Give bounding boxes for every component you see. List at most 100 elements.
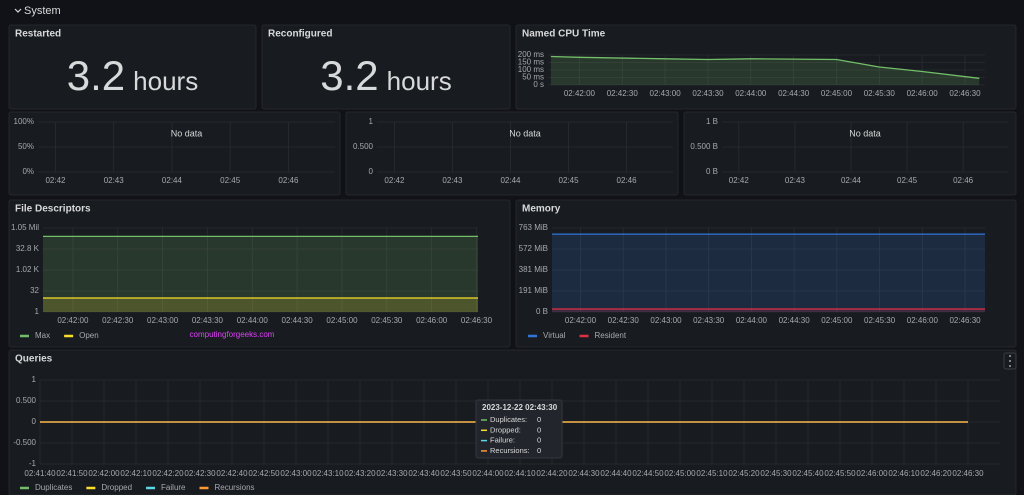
x-tick-label: 02:43:30 xyxy=(692,89,724,98)
legend-label[interactable]: Open xyxy=(79,331,99,340)
x-tick-label: 02:42:50 xyxy=(248,469,280,478)
y-tick-label: 1 xyxy=(32,375,37,384)
x-tick-label: 02:45 xyxy=(220,176,241,185)
x-tick-label: 02:46:00 xyxy=(416,316,448,325)
legend-label[interactable]: Virtual xyxy=(543,331,566,340)
x-tick-label: 02:44:30 xyxy=(779,316,811,325)
x-tick-label: 02:43 xyxy=(104,176,125,185)
y-tick-label: 0 B xyxy=(536,307,548,316)
x-tick-label: 02:42:40 xyxy=(216,469,248,478)
x-tick-label: 02:44 xyxy=(500,176,521,185)
x-tick-label: 02:44:50 xyxy=(632,469,664,478)
x-tick-label: 02:46 xyxy=(278,176,299,185)
x-tick-label: 02:45:20 xyxy=(728,469,760,478)
panel xyxy=(8,24,257,110)
y-tick-label: 0 s xyxy=(533,80,544,89)
panel-title: Named CPU Time xyxy=(522,29,606,40)
x-tick-label: 02:42:30 xyxy=(607,89,639,98)
x-tick-label: 02:43 xyxy=(442,176,463,185)
panel xyxy=(683,111,1017,196)
legend-label[interactable]: Resident xyxy=(595,331,627,340)
x-tick-label: 02:45:30 xyxy=(760,469,792,478)
y-tick-label: -1 xyxy=(29,459,37,468)
x-tick-label: 02:43:10 xyxy=(312,469,344,478)
x-tick-label: 02:45:50 xyxy=(824,469,856,478)
tooltip-value: 0 xyxy=(537,415,541,424)
x-tick-label: 02:45:10 xyxy=(696,469,728,478)
x-tick-label: 02:43 xyxy=(785,176,806,185)
menu-dot[interactable] xyxy=(1009,355,1011,357)
x-tick-label: 02:43:20 xyxy=(344,469,376,478)
x-tick-label: 02:44:00 xyxy=(237,316,269,325)
x-tick-label: 02:42 xyxy=(384,176,405,185)
x-tick-label: 02:44:10 xyxy=(504,469,536,478)
x-tick-label: 02:46:30 xyxy=(949,89,981,98)
stat-unit: hours xyxy=(387,66,452,96)
stat-number: 3.2 xyxy=(67,52,125,99)
y-tick-label: 1.05 Mil xyxy=(11,223,39,232)
x-tick-label: 02:43:30 xyxy=(376,469,408,478)
menu-dot[interactable] xyxy=(1009,365,1011,367)
tooltip-name: Failure: xyxy=(490,436,515,445)
tooltip-title: 2023-12-22 02:43:30 xyxy=(482,403,558,412)
y-tick-label: 100 ms xyxy=(518,65,544,74)
stat-unit: hours xyxy=(133,66,198,96)
tooltip-box xyxy=(475,399,563,459)
row-title[interactable]: System xyxy=(24,5,61,17)
x-tick-label: 02:42:30 xyxy=(102,316,134,325)
y-tick-label: 381 MiB xyxy=(519,265,548,274)
x-tick-label: 02:43:00 xyxy=(650,89,682,98)
x-tick-label: 02:44:00 xyxy=(472,469,504,478)
no-data-message: No data xyxy=(171,128,203,138)
menu-button[interactable] xyxy=(1003,352,1017,370)
x-tick-label: 02:43:00 xyxy=(280,469,312,478)
y-tick-label: 191 MiB xyxy=(519,286,548,295)
x-tick-label: 02:44:30 xyxy=(282,316,314,325)
legend-label[interactable]: Max xyxy=(35,331,50,340)
x-tick-label: 02:42:00 xyxy=(57,316,89,325)
legend-label[interactable]: Recursions xyxy=(215,483,255,492)
panel-title: File Descriptors xyxy=(15,204,91,215)
y-tick-label: 0.500 B xyxy=(690,142,718,151)
x-tick-label: 02:43:00 xyxy=(650,316,682,325)
watermark: computingforgeeks.com xyxy=(190,330,275,339)
tooltip-value: 0 xyxy=(537,446,541,455)
panel xyxy=(515,199,1017,348)
menu-dot[interactable] xyxy=(1009,360,1011,362)
x-tick-label: 02:44 xyxy=(841,176,862,185)
area-fill xyxy=(550,56,980,85)
x-tick-label: 02:46:30 xyxy=(949,316,981,325)
y-tick-label: 1 B xyxy=(706,117,718,126)
y-tick-label: 32.8 K xyxy=(16,244,40,253)
y-tick-label: 0 xyxy=(32,417,37,426)
x-tick-label: 02:45:00 xyxy=(664,469,696,478)
y-tick-label: 100% xyxy=(14,117,34,126)
panel-title: Reconfigured xyxy=(268,29,332,40)
legend-label[interactable]: Duplicates xyxy=(35,483,72,492)
x-tick-label: 02:45:00 xyxy=(821,316,853,325)
x-tick-label: 02:46:10 xyxy=(888,469,920,478)
stat-value: 3.2 hours xyxy=(67,52,198,99)
x-tick-label: 02:42:10 xyxy=(120,469,152,478)
x-tick-label: 02:45 xyxy=(559,176,580,185)
y-tick-label: 763 MiB xyxy=(519,223,548,232)
x-tick-label: 02:46:30 xyxy=(952,469,984,478)
tooltip-name: Duplicates: xyxy=(490,415,527,424)
tooltip-name: Recursions: xyxy=(490,446,530,455)
area-fill xyxy=(43,236,478,312)
panel-title: Queries xyxy=(15,354,53,365)
x-tick-label: 02:46 xyxy=(953,176,974,185)
y-tick-label: 572 MiB xyxy=(519,244,548,253)
x-tick-label: 02:46:00 xyxy=(856,469,888,478)
y-tick-label: 50 ms xyxy=(522,73,544,82)
row-chevron[interactable] xyxy=(14,8,22,13)
no-data-message: No data xyxy=(509,128,541,138)
legend-label[interactable]: Dropped xyxy=(101,483,132,492)
legend-label[interactable]: Failure xyxy=(161,483,186,492)
x-tick-label: 02:44:00 xyxy=(735,89,767,98)
y-tick-label: 150 ms xyxy=(518,58,544,67)
x-tick-label: 02:46:30 xyxy=(461,316,493,325)
x-tick-label: 02:45:30 xyxy=(864,89,896,98)
x-tick-label: 02:42:00 xyxy=(565,316,597,325)
